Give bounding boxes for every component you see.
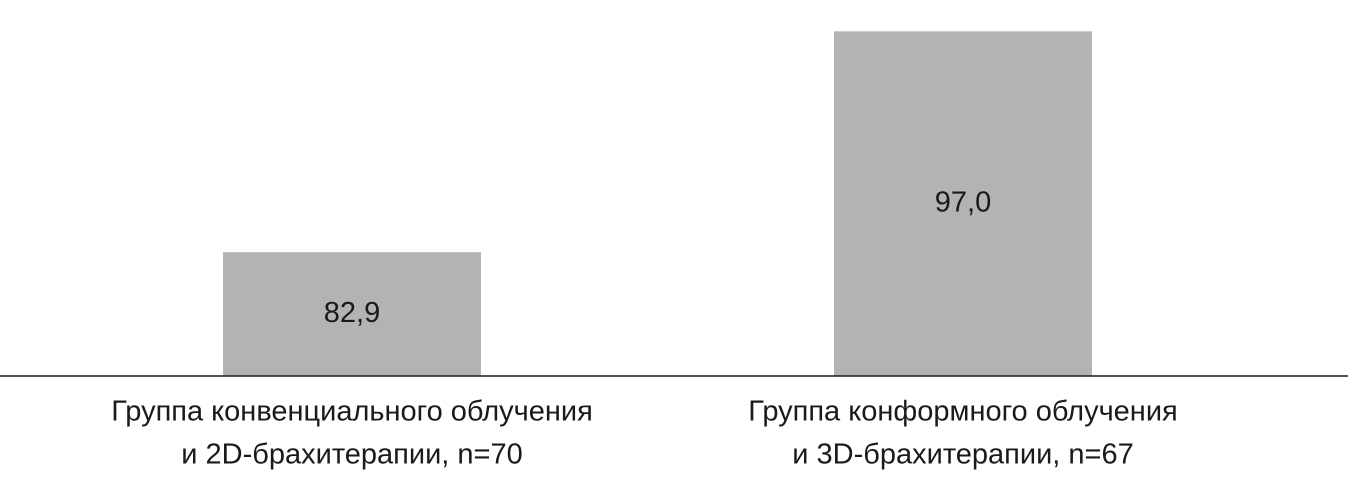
- x-tick-label: и 2D-брахитерапии, n=70: [181, 439, 522, 471]
- bar: [223, 252, 481, 376]
- value-label: 97,0: [935, 186, 991, 218]
- x-tick-label: Группа конвенциального облучения: [111, 396, 593, 428]
- value-label: 82,9: [324, 297, 380, 329]
- x-tick-label: и 3D-брахитерапии, n=67: [792, 439, 1133, 471]
- bar: [834, 31, 1092, 376]
- x-tick-label: Группа конформного облучения: [748, 396, 1177, 428]
